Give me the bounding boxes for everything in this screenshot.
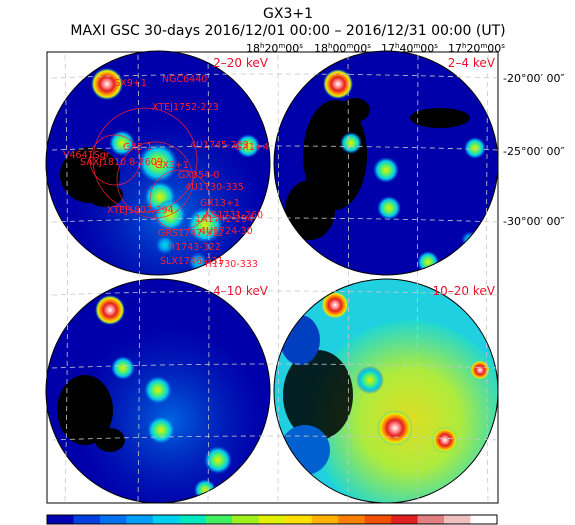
source-label: H1743-322 [168,242,221,253]
source-label: 4U1730-335 [185,182,244,193]
colorbar-segment [126,515,154,524]
source-label: GX13+1 [200,198,240,209]
source-label: GX354-0 [178,170,219,181]
source-label: XTEJ1752-223 [152,102,219,113]
source-label: KS1731-260 [205,210,263,221]
source-label: H1730-333 [205,259,258,270]
energy-band-label: 2–4 keV [448,56,496,70]
source-label: GRS1747-312 [158,228,224,239]
colorbar-segment [205,515,233,524]
source-label: SAXJ1810.8-2609 [80,157,163,168]
intensity-colorbar [46,514,498,525]
colorbar-segment [47,515,74,524]
colorbar-segment [258,515,286,524]
source-region-circle [89,134,141,186]
source-label: GX9+1 [113,78,147,89]
dec-tick-label: -25°00′ 00″ [503,145,565,158]
colorbar-segment [444,515,471,524]
figure-title-period: MAXI GSC 30-days 2016/12/01 00:00 – 2016… [70,23,505,39]
source-label: V4641Sgr [63,150,110,161]
energy-band-label: 2–20 keV [213,56,269,70]
colorbar-segment [179,515,207,524]
colorbar-segment [311,515,339,524]
figure-title-source: GX3+1 [263,6,313,22]
source-label: SLX1746-331 [160,256,224,267]
source-label: NGC6440 [162,74,207,85]
colorbar-segment [338,515,365,524]
colorbar-segment [470,515,498,524]
source-region-circle [149,169,211,231]
source-label: 4U1745-203 [190,140,249,151]
dec-tick-label: -20°00′ 00″ [503,72,565,85]
energy-band-label: 10–20 keV [433,284,496,298]
skymap-panel-2-4kev: 2–4 keV [273,50,499,276]
source-label: GX1+4 [235,142,269,153]
coordinate-grid [51,54,499,504]
colorbar-segment [285,515,313,524]
colorbar-segment [391,515,418,524]
colorbar-border [46,514,498,525]
source-label: 4U1724-30 [200,226,253,237]
source-labels [89,107,211,231]
dec-tick-label: -30°00′ 00″ [503,215,565,228]
colorbar-segment [232,515,260,524]
source-label: 1A1742-294 [195,214,253,225]
source-label: GX3+1 [155,160,189,171]
source-label: XTEJ1807-294 [107,205,174,216]
source-region-circle [92,107,198,213]
colorbar-segment [417,515,445,524]
skymap-panel-4-10kev: 4–10 keV [45,278,271,504]
skymap-panel-10-20kev: 10–20 keV [273,278,499,504]
colorbar-segment [364,515,392,524]
colorbar-segment [152,515,180,524]
dec-axis-labels: -20°00′ 00″ -25°00′ 00″ -30°00′ 00″ [503,72,565,228]
colorbar-segment [73,515,101,524]
colorbar-segment [99,515,127,524]
